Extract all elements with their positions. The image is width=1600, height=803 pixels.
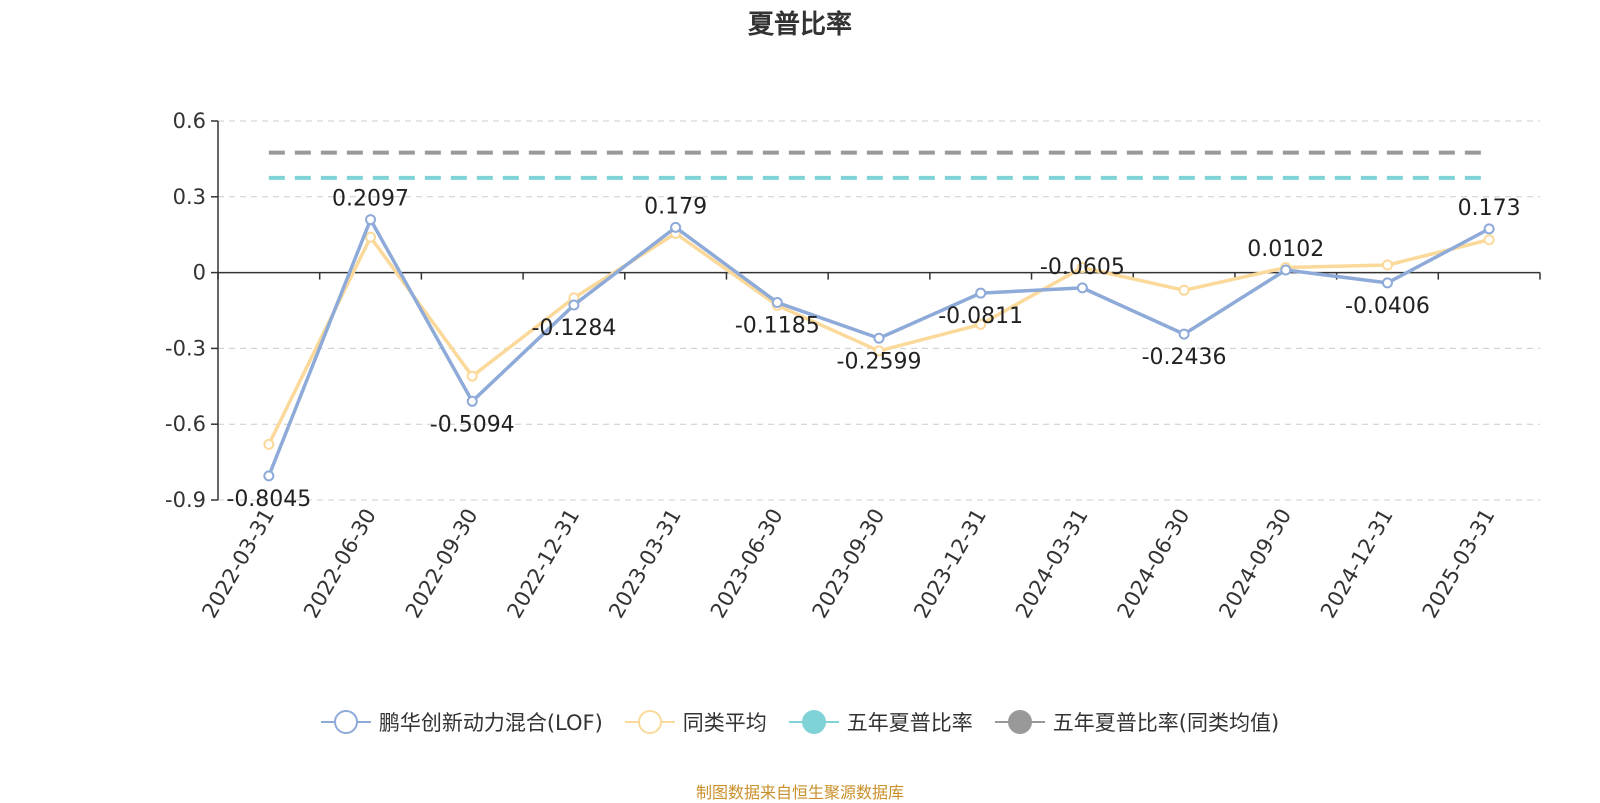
legend-marker — [333, 710, 358, 734]
data-label: -0.0811 — [938, 304, 1023, 329]
data-point — [466, 395, 478, 407]
data-source-note: 制图数据来自恒生聚源数据库 — [695, 783, 904, 802]
legend-label: 鹏华创新动力混合(LOF) — [378, 711, 603, 735]
legend-label: 五年夏普比率(同类均值) — [1052, 711, 1280, 735]
legend-marker — [637, 710, 662, 734]
legend-item[interactable]: 同类平均 — [624, 707, 767, 737]
legend-item[interactable]: 五年夏普比率(同类均值) — [994, 707, 1280, 737]
data-label: -0.5094 — [430, 412, 515, 437]
x-tick-label: 2023-03-31 — [604, 505, 686, 623]
data-point — [670, 221, 682, 233]
x-tick-label: 2024-09-30 — [1214, 505, 1296, 623]
data-label: 0.0102 — [1247, 237, 1324, 262]
x-tick-label: 2022-06-30 — [299, 505, 381, 623]
x-tick-label: 2024-12-31 — [1316, 505, 1398, 623]
data-point — [873, 332, 885, 344]
y-tick-label: 0.6 — [173, 109, 206, 133]
legend-marker — [801, 710, 826, 734]
x-tick-label: 2022-12-31 — [502, 505, 584, 623]
legend-filled-circle-icon — [994, 710, 1045, 734]
x-tick-label: 2022-03-31 — [197, 505, 279, 623]
data-point — [365, 214, 377, 226]
legend: 鹏华创新动力混合(LOF) 同类平均 五年夏普比率 五年夏普比率(同类均值) — [0, 704, 1600, 740]
x-tick-label: 2025-03-31 — [1418, 505, 1500, 623]
data-point — [1381, 277, 1393, 289]
data-label: 0.179 — [644, 194, 707, 219]
data-point — [263, 438, 275, 450]
data-label: -0.8045 — [226, 487, 311, 512]
data-point — [1280, 264, 1292, 276]
x-tick-label: 2023-06-30 — [706, 505, 788, 623]
y-tick-label: -0.9 — [165, 488, 206, 512]
data-point — [1381, 259, 1393, 271]
x-tick-label: 2023-09-30 — [808, 505, 890, 623]
data-point — [1483, 234, 1495, 246]
x-tick-label: 2024-06-30 — [1113, 505, 1195, 623]
data-label: -0.1185 — [735, 314, 820, 339]
y-tick-label: 0.3 — [173, 185, 206, 209]
y-tick-label: -0.3 — [165, 336, 206, 360]
data-point — [568, 299, 580, 311]
data-point — [1076, 282, 1088, 294]
x-tick-label: 2024-03-31 — [1011, 505, 1093, 623]
data-label: -0.0605 — [1040, 255, 1125, 280]
legend-filled-circle-icon — [788, 710, 839, 734]
legend-item[interactable]: 五年夏普比率 — [788, 707, 973, 737]
x-tick-label: 2023-12-31 — [909, 505, 991, 623]
y-tick-label: 0 — [193, 261, 206, 285]
series-layer — [263, 150, 1495, 482]
data-point — [365, 231, 377, 243]
legend-label: 五年夏普比率 — [846, 711, 973, 735]
data-point — [466, 370, 478, 382]
data-label: -0.2599 — [837, 349, 922, 374]
data-point — [771, 297, 783, 309]
data-point — [1076, 262, 1088, 274]
legend-label: 同类平均 — [682, 711, 767, 735]
data-point — [1178, 284, 1190, 296]
data-label: -0.1284 — [531, 316, 616, 341]
legend-marker — [1007, 710, 1032, 734]
chart-title: 夏普比率 — [747, 10, 852, 40]
y-tick-label: -0.6 — [165, 412, 206, 436]
data-label: -0.2436 — [1142, 345, 1227, 370]
data-point — [1483, 223, 1495, 235]
legend-hollow-circle-icon — [320, 710, 371, 734]
data-point — [873, 345, 885, 357]
data-point — [975, 287, 987, 299]
data-point — [1178, 328, 1190, 340]
data-label-layer: -0.80450.2097-0.5094-0.12840.179-0.1185-… — [226, 187, 1520, 512]
data-label: 0.173 — [1458, 196, 1521, 221]
data-label: -0.0406 — [1345, 294, 1430, 319]
data-point — [975, 318, 987, 330]
x-tick-label: 2022-09-30 — [401, 505, 483, 623]
legend-hollow-circle-icon — [624, 710, 675, 734]
data-label: 0.2097 — [332, 187, 409, 212]
legend-item[interactable]: 鹏华创新动力混合(LOF) — [320, 707, 603, 737]
data-point — [263, 470, 275, 482]
